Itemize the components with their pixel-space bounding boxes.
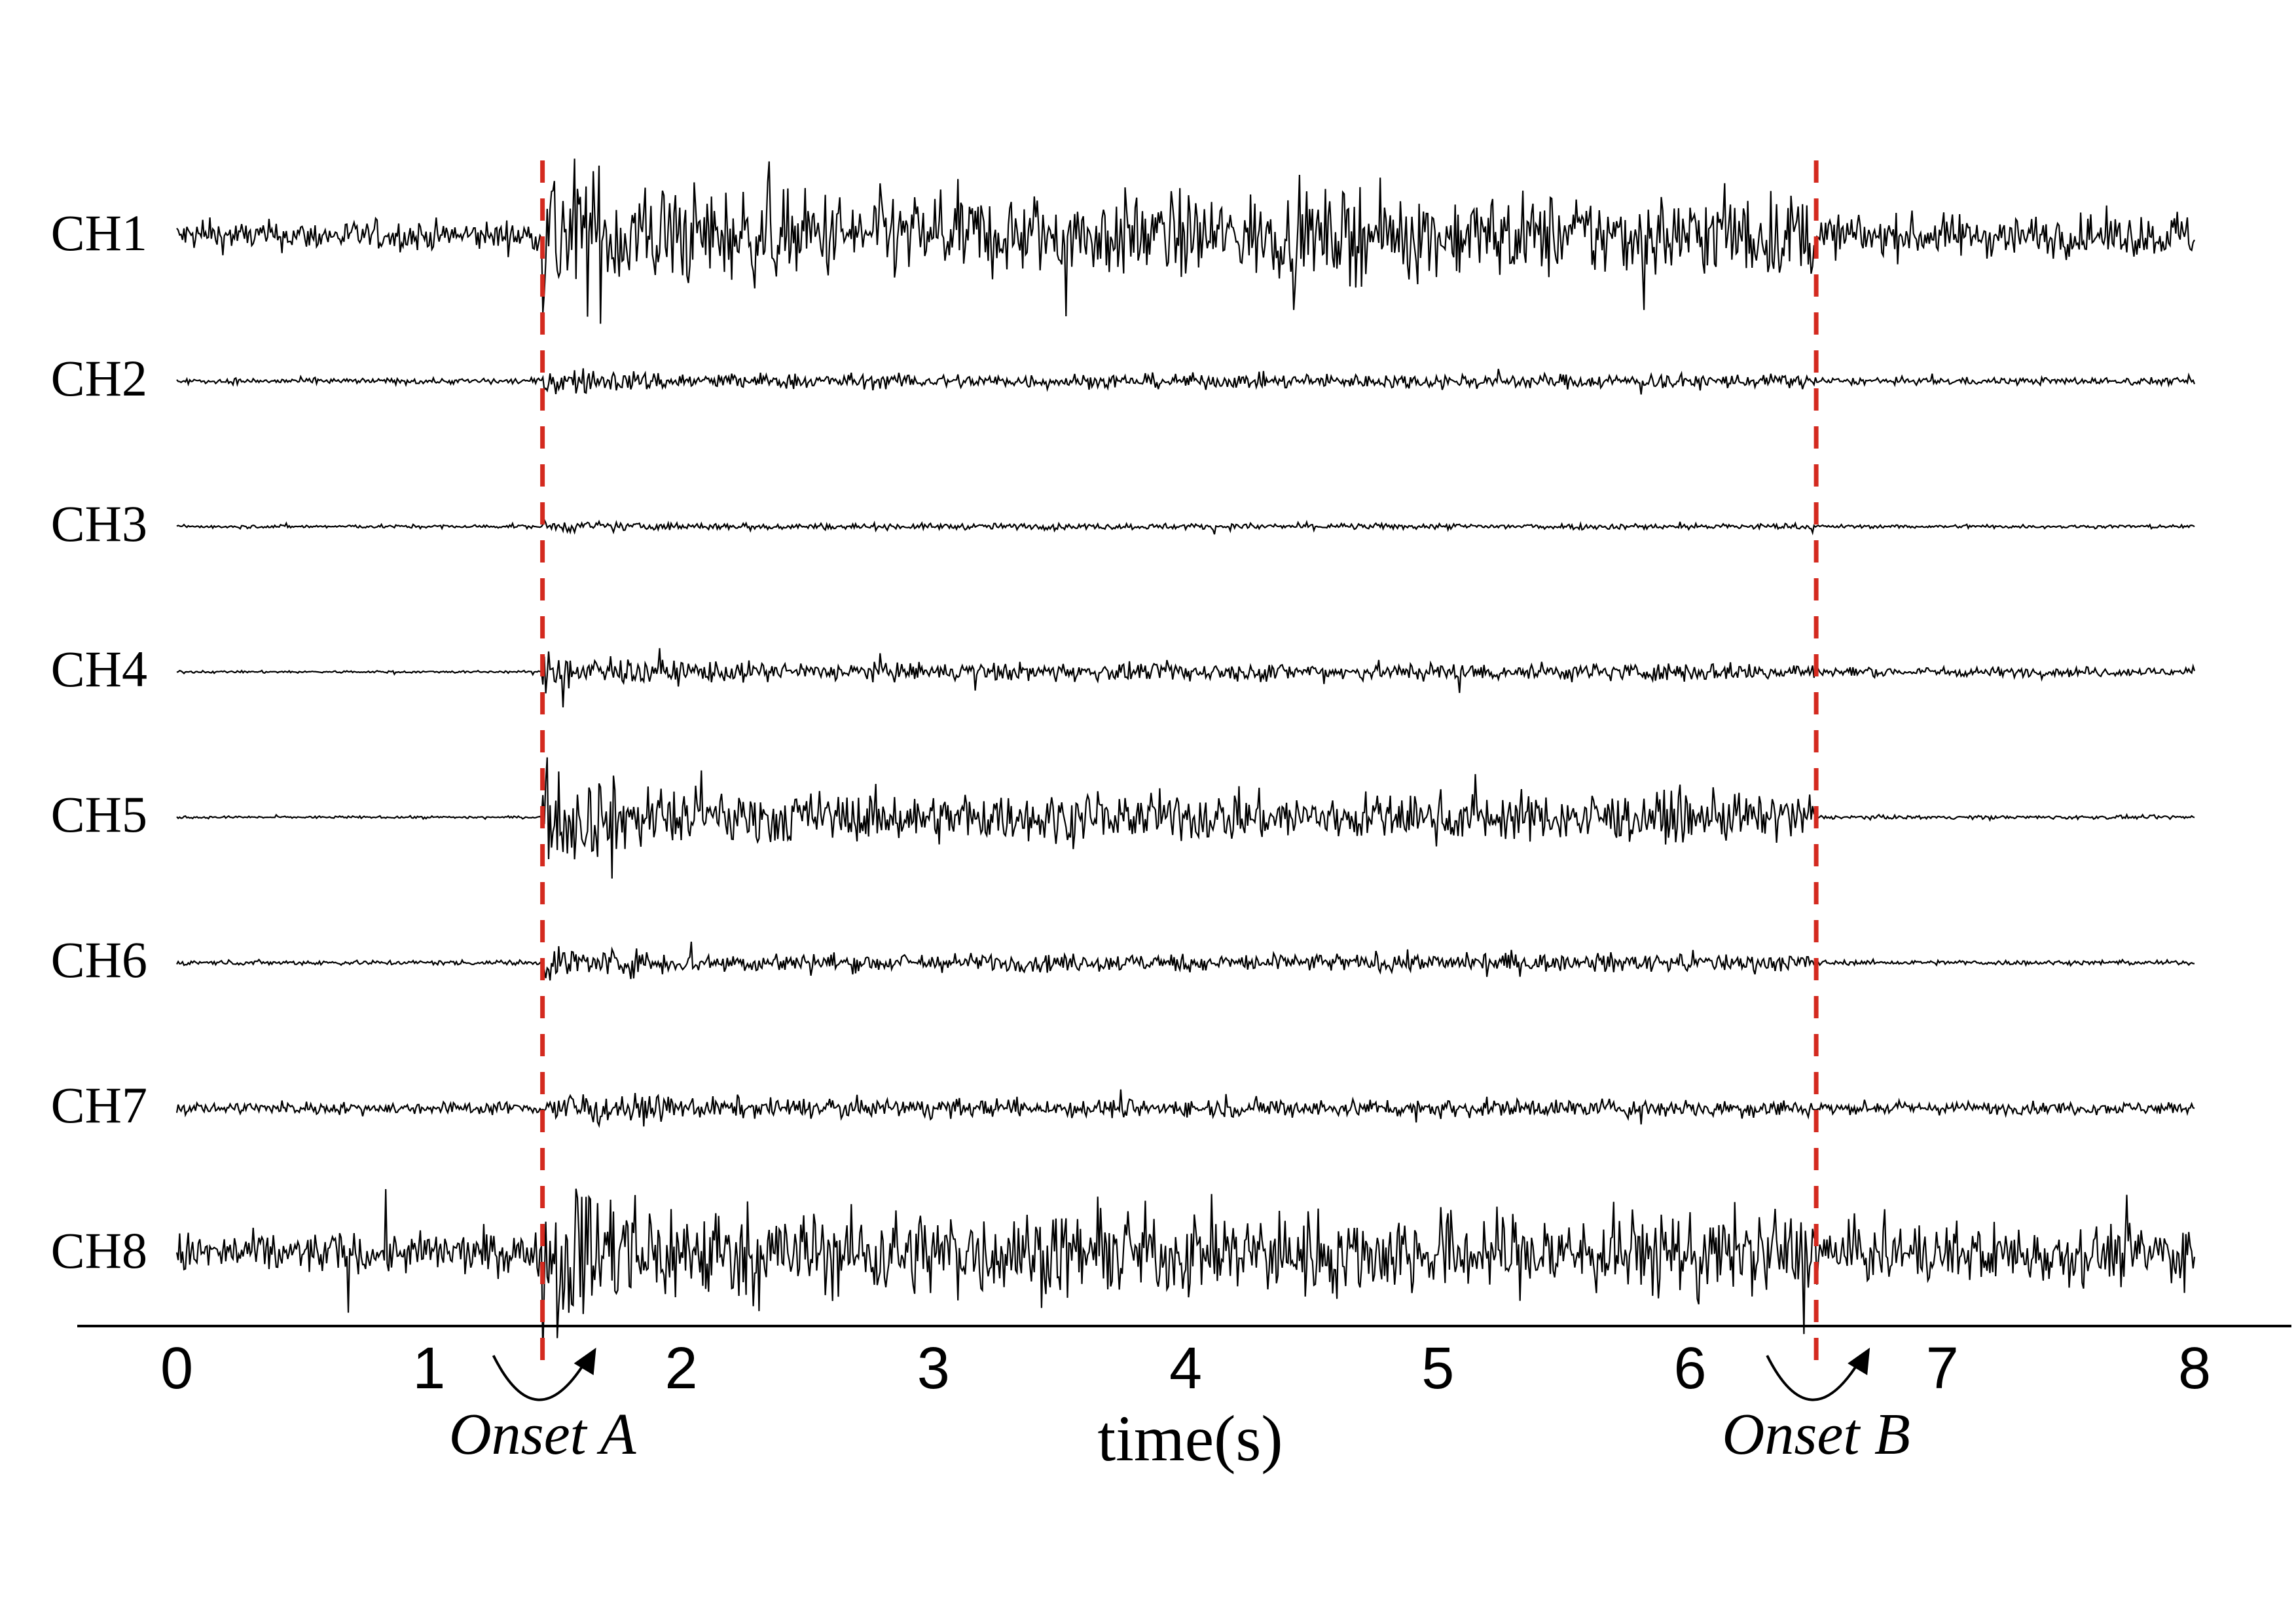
channel-label-ch1: CH1: [51, 204, 147, 261]
onset-annotations: Onset A Onset B: [449, 1348, 1910, 1467]
trace-ch7: [175, 1089, 2195, 1128]
channel-label-ch4: CH4: [51, 640, 147, 697]
x-tick-label: 6: [1673, 1336, 1706, 1401]
onset-arrow-curve: [492, 1355, 587, 1401]
channel-label-ch7: CH7: [51, 1077, 147, 1134]
onset-label-a: Onset A: [449, 1402, 637, 1467]
x-tick-labels: 0 1 2 3 4 5 6 7 8: [160, 1336, 2211, 1401]
channel-label-ch2: CH2: [51, 350, 147, 407]
channel-label-ch6: CH6: [51, 931, 147, 988]
trace-ch2: [176, 368, 2196, 395]
trace-ch5: [176, 757, 2195, 879]
x-axis-title: time(s): [1097, 1402, 1283, 1475]
channel-label-ch8: CH8: [51, 1222, 147, 1279]
x-tick-label: 4: [1169, 1336, 1202, 1401]
onset-arrowhead-icon: [1848, 1348, 1870, 1375]
trace-ch8: [175, 1189, 2196, 1357]
onset-arrowhead-icon: [574, 1348, 596, 1375]
x-tick-label: 3: [917, 1336, 950, 1401]
channel-traces: [175, 158, 2196, 1357]
x-tick-label: 7: [1926, 1336, 1959, 1401]
trace-ch6: [176, 941, 2195, 981]
onset-lines: [540, 160, 1819, 1375]
x-tick-label: 2: [665, 1336, 697, 1401]
channel-label-ch3: CH3: [51, 495, 147, 552]
channel-labels: CH1 CH2 CH3 CH4 CH5 CH6 CH7 CH8: [51, 204, 147, 1279]
onset-label-b: Onset B: [1722, 1402, 1910, 1467]
x-tick-label: 5: [1421, 1336, 1454, 1401]
trace-ch1: [176, 158, 2195, 324]
x-tick-label: 8: [2178, 1336, 2211, 1401]
x-tick-label: 0: [160, 1336, 193, 1401]
trace-ch3: [176, 517, 2195, 536]
x-tick-label: 1: [412, 1336, 445, 1401]
trace-ch4: [176, 648, 2196, 708]
onset-arrow-curve: [1766, 1355, 1860, 1401]
channel-label-ch5: CH5: [51, 786, 147, 843]
